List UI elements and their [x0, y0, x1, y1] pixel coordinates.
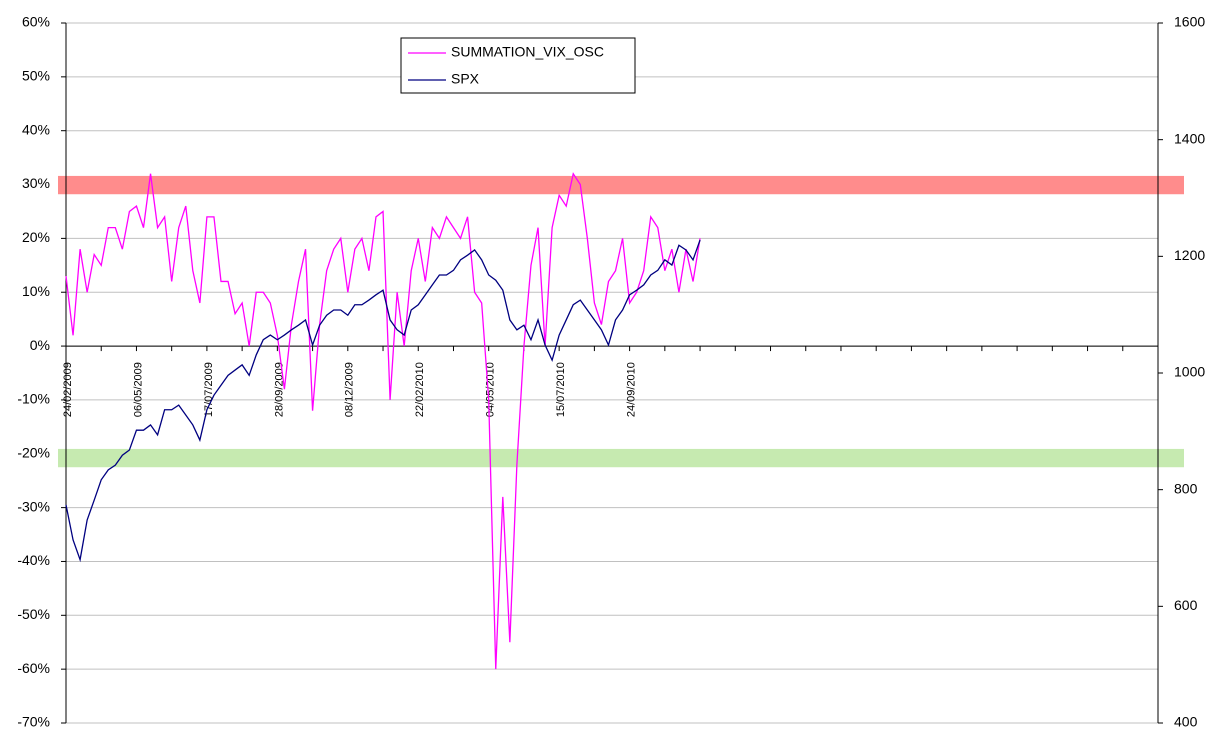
y-tick-label: -40%	[17, 552, 50, 568]
y-tick-label: 10%	[22, 283, 50, 299]
x-tick-label: 28/09/2009	[273, 362, 285, 417]
x-tick-label: 04/05/2010	[485, 362, 497, 417]
x-tick-label: 24/09/2010	[626, 362, 638, 417]
legend-label: SPX	[451, 71, 480, 87]
y2-tick-label: 400	[1174, 714, 1198, 730]
series-line	[65, 172, 701, 670]
x-tick-label: 15/07/2010	[555, 362, 567, 417]
y-tick-label: -50%	[17, 606, 50, 622]
y-tick-label: 60%	[22, 14, 50, 30]
y-tick-label: 0%	[30, 337, 50, 353]
y2-tick-label: 800	[1174, 480, 1198, 496]
x-tick-label: 24/02/2009	[62, 362, 74, 417]
y-tick-label: -10%	[17, 391, 50, 407]
y-tick-label: 30%	[22, 175, 50, 191]
x-tick-label: 17/07/2009	[203, 362, 215, 417]
legend: SUMMATION_VIX_OSC SPX	[400, 37, 636, 94]
legend-box	[400, 37, 636, 94]
legend-label: SUMMATION_VIX_OSC	[451, 44, 604, 60]
band	[58, 175, 1184, 195]
y-tick-label: -30%	[17, 498, 50, 514]
series-line	[65, 239, 701, 563]
y-tick-label: 50%	[22, 68, 50, 84]
y2-tick-label: 1600	[1174, 14, 1205, 30]
y-tick-label: 40%	[22, 121, 50, 137]
x-tick-label: 08/12/2009	[344, 362, 356, 417]
y2-tick-label: 600	[1174, 597, 1198, 613]
x-tick-label: 06/05/2009	[132, 362, 144, 417]
y-tick-label: -70%	[17, 714, 50, 730]
y2-tick-label: 1000	[1174, 364, 1205, 380]
y-tick-label: 20%	[22, 229, 50, 245]
y-tick-label: -20%	[17, 444, 50, 460]
band	[58, 448, 1184, 468]
y2-tick-label: 1400	[1174, 130, 1205, 146]
y2-tick-label: 1200	[1174, 247, 1205, 263]
x-tick-label: 22/02/2010	[414, 362, 426, 417]
y-tick-label: -60%	[17, 660, 50, 676]
